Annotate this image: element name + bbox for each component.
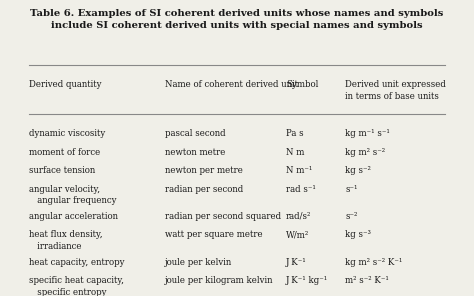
- Text: kg m² s⁻²: kg m² s⁻²: [346, 148, 385, 157]
- Text: s⁻²: s⁻²: [346, 212, 358, 221]
- Text: newton per metre: newton per metre: [165, 166, 243, 175]
- Text: rad/s²: rad/s²: [286, 212, 311, 221]
- Text: radian per second squared: radian per second squared: [165, 212, 281, 221]
- Text: newton metre: newton metre: [165, 148, 225, 157]
- Text: Symbol: Symbol: [286, 80, 318, 89]
- Text: Name of coherent derived unit: Name of coherent derived unit: [165, 80, 298, 89]
- Text: dynamic viscosity: dynamic viscosity: [28, 129, 105, 138]
- Text: surface tension: surface tension: [28, 166, 95, 175]
- Text: moment of force: moment of force: [28, 148, 100, 157]
- Text: kg s⁻²: kg s⁻²: [346, 166, 371, 175]
- Text: angular acceleration: angular acceleration: [28, 212, 118, 221]
- Text: N m⁻¹: N m⁻¹: [286, 166, 312, 175]
- Text: kg m² s⁻² K⁻¹: kg m² s⁻² K⁻¹: [346, 258, 403, 266]
- Text: rad s⁻¹: rad s⁻¹: [286, 185, 316, 194]
- Text: heat flux density,
   irradiance: heat flux density, irradiance: [28, 231, 102, 251]
- Text: kg m⁻¹ s⁻¹: kg m⁻¹ s⁻¹: [346, 129, 390, 138]
- Text: m² s⁻² K⁻¹: m² s⁻² K⁻¹: [346, 276, 389, 285]
- Text: W/m²: W/m²: [286, 231, 309, 239]
- Text: J K⁻¹ kg⁻¹: J K⁻¹ kg⁻¹: [286, 276, 328, 285]
- Text: heat capacity, entropy: heat capacity, entropy: [28, 258, 124, 266]
- Text: s⁻¹: s⁻¹: [346, 185, 358, 194]
- Text: J K⁻¹: J K⁻¹: [286, 258, 307, 266]
- Text: specific heat capacity,
   specific entropy: specific heat capacity, specific entropy: [28, 276, 124, 296]
- Text: joule per kelvin: joule per kelvin: [165, 258, 232, 266]
- Text: Derived quantity: Derived quantity: [28, 80, 101, 89]
- Text: pascal second: pascal second: [165, 129, 225, 138]
- Text: Pa s: Pa s: [286, 129, 303, 138]
- Text: joule per kilogram kelvin: joule per kilogram kelvin: [165, 276, 273, 285]
- Text: N m: N m: [286, 148, 304, 157]
- Text: radian per second: radian per second: [165, 185, 243, 194]
- Text: angular velocity,
   angular frequency: angular velocity, angular frequency: [28, 185, 116, 205]
- Text: Table 6. Examples of SI coherent derived units whose names and symbols
include S: Table 6. Examples of SI coherent derived…: [30, 9, 444, 30]
- Text: kg s⁻³: kg s⁻³: [346, 231, 372, 239]
- Text: watt per square metre: watt per square metre: [165, 231, 262, 239]
- Text: Derived unit expressed
in terms of base units: Derived unit expressed in terms of base …: [346, 80, 447, 101]
